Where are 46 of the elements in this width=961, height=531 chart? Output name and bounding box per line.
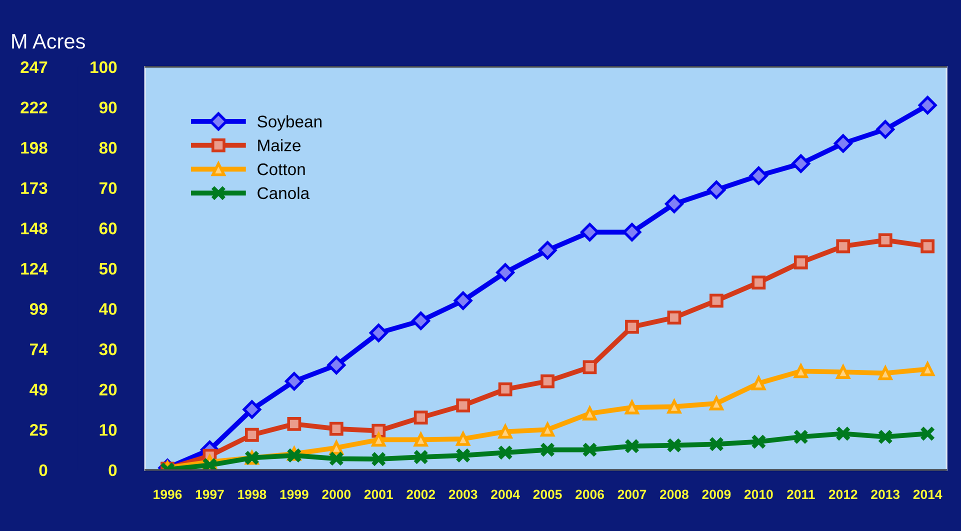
y2-tick-label: 222 [20, 102, 48, 114]
x-tick-label: 1999 [280, 490, 308, 500]
y2-tick-label: 198 [21, 142, 48, 154]
x-tick-label: 2014 [913, 490, 942, 500]
y-tick-label: 50 [99, 262, 117, 275]
legend-label: Maize [258, 139, 300, 152]
y2-axis-title: M Acres [12, 34, 85, 49]
x-tick-label: 2004 [491, 490, 520, 500]
legend-label: Canola [258, 186, 310, 200]
x-tick-label: 1997 [196, 490, 224, 500]
x-tick-label: 2001 [364, 490, 393, 500]
legend-label: Soybean [258, 115, 322, 131]
y2-tick-label: 49 [30, 384, 48, 396]
y-tick-label: 80 [99, 142, 117, 154]
y2-tick-label: 124 [21, 262, 48, 274]
y-tick-label: 60 [99, 222, 117, 234]
y2-tick-label: 74 [30, 344, 48, 356]
y2-tick-label: 247 [20, 61, 48, 73]
x-tick-label: 2000 [322, 490, 351, 500]
y-tick-label: 40 [99, 303, 117, 315]
x-tick-label: 2008 [660, 490, 688, 500]
y-tick-label: 100 [90, 61, 117, 74]
x-tick-label: 1998 [238, 490, 266, 500]
y2-tick-label: 173 [21, 182, 48, 194]
y-tick-label: 0 [108, 464, 117, 476]
x-tick-label: 2006 [576, 490, 604, 500]
y2-tick-label: 148 [21, 222, 48, 234]
x-tick-label: 2013 [871, 490, 900, 500]
y2-tick-label: 0 [39, 464, 48, 476]
x-tick-label: 2002 [406, 490, 436, 500]
y2-tick-label: 99 [30, 303, 48, 315]
x-tick-label: 2011 [787, 490, 815, 500]
y-tick-label: 30 [99, 343, 117, 356]
y-tick-label: 20 [99, 384, 117, 396]
legend-label: Cotton [258, 163, 305, 176]
x-tick-label: 2010 [744, 490, 773, 500]
x-tick-label: 2007 [618, 490, 646, 500]
x-tick-label: 2005 [533, 490, 562, 500]
x-tick-label: 2012 [828, 490, 858, 500]
y-tick-label: 90 [99, 102, 117, 114]
y2-tick-label: 25 [30, 424, 48, 436]
x-tick-label: 2009 [702, 490, 731, 500]
x-tick-label: 2003 [448, 490, 478, 500]
x-tick-label: 1996 [154, 490, 182, 500]
y-tick-label: 70 [100, 182, 117, 194]
y-tick-label: 10 [100, 424, 117, 436]
